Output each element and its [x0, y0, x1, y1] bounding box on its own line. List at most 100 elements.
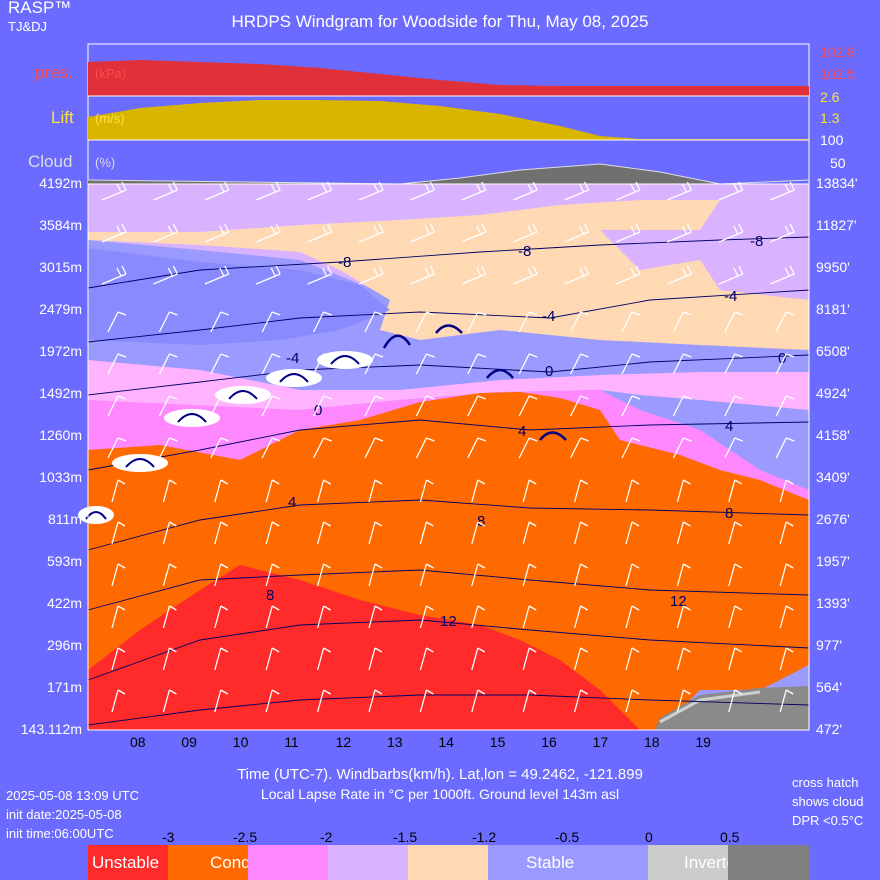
wind-barb [101, 223, 127, 243]
wind-barb [158, 353, 178, 375]
cloud-note: shows cloud [792, 794, 864, 809]
wind-barb [415, 353, 435, 375]
y-tick-label-right: 564' [816, 679, 843, 695]
wind-barb [625, 521, 640, 545]
wind-barb [667, 181, 692, 201]
wind-barb [111, 479, 126, 503]
wind-barb [467, 353, 487, 375]
wind-barb [107, 437, 127, 459]
wind-barb [573, 479, 588, 503]
wind-barb [313, 311, 332, 333]
wind-barb [368, 689, 383, 713]
wind-barb [410, 223, 435, 243]
wind-barb [779, 647, 794, 671]
wind-barb [724, 311, 744, 333]
wind-barb [316, 605, 331, 629]
wind-barb [564, 223, 590, 243]
cloud-scale-mid: 50 [830, 155, 846, 171]
wind-barb [204, 223, 230, 243]
wind-barb [471, 605, 486, 629]
wind-barb [718, 223, 744, 243]
y-tick-label-right: 3409' [816, 469, 850, 485]
wind-barb [316, 689, 331, 713]
wind-barb [101, 265, 127, 285]
wind-barb [522, 605, 537, 629]
pressure-scale-max: 102.8 [820, 44, 856, 60]
wind-barb [111, 521, 126, 545]
wind-barb [210, 353, 230, 375]
contour-label: -4 [286, 350, 299, 367]
x-axis-label: Time (UTC-7). Windbarbs(km/h). Lat,lon =… [237, 766, 643, 783]
wind-barb [779, 563, 794, 587]
legend-tick: -2 [320, 829, 333, 845]
pressure-unit: (kPa) [95, 66, 127, 81]
wind-barb [621, 311, 641, 333]
wind-barb [676, 563, 691, 587]
wind-barb [625, 689, 640, 713]
y-tick-label-left: 3584m [39, 217, 82, 233]
wind-barb [261, 353, 281, 375]
wind-barb [718, 265, 744, 285]
cross-hatch-note: cross hatch [792, 775, 859, 790]
init-time: init time:06:00UTC [6, 826, 114, 841]
lift-area [88, 100, 809, 140]
contour-label: 0 [778, 350, 786, 367]
wind-barb [410, 265, 435, 285]
wind-barb [615, 181, 641, 201]
cloud-scale-max: 100 [820, 132, 844, 148]
wind-barb [210, 395, 230, 417]
wind-barb [368, 605, 383, 629]
wind-barb [107, 311, 127, 333]
wind-barb [358, 223, 384, 243]
cloud-unit: (%) [95, 155, 116, 170]
wind-barb [316, 521, 331, 545]
y-tick-label-right: 977' [816, 637, 843, 653]
wind-barb [621, 353, 641, 375]
wind-barb [410, 181, 435, 201]
wind-barb [676, 521, 691, 545]
wind-barb [625, 647, 640, 671]
y-tick-label-right: 2676' [816, 511, 850, 527]
y-tick-label-left: 2479m [39, 301, 82, 317]
wind-barb [210, 437, 230, 459]
wind-barb [724, 353, 744, 375]
init-date: init date:2025-05-08 [6, 807, 122, 822]
contour-label: -8 [750, 233, 763, 250]
wind-barb [153, 265, 178, 285]
y-tick-label-right: 8181' [816, 301, 850, 317]
wind-barb [419, 689, 434, 713]
wind-barb [364, 353, 384, 375]
wind-barb [724, 395, 744, 417]
cloud-panel [87, 139, 810, 185]
wind-barb [672, 395, 692, 417]
legend-inverted-light: Inverted [648, 845, 745, 880]
wind-barb [101, 181, 127, 201]
wind-barb [471, 647, 486, 671]
wind-barb [471, 689, 486, 713]
contour-label: 4 [518, 423, 526, 440]
y-tick-label-left: 811m [48, 511, 82, 527]
wind-barb [570, 311, 589, 333]
wind-barb [158, 437, 178, 459]
wind-barb [214, 563, 229, 587]
wind-barb [162, 647, 177, 671]
contour-label: 8 [725, 505, 733, 522]
legend-tick: -1.5 [393, 829, 418, 845]
wind-barb [364, 311, 384, 333]
wind-barb [255, 223, 281, 243]
contour-label: 12 [670, 593, 687, 610]
wind-barb [265, 521, 280, 545]
wind-barb [728, 479, 743, 503]
contour-label: -8 [338, 254, 351, 271]
y-tick-label-left: 1972m [39, 343, 82, 359]
wind-barb [158, 311, 178, 333]
legend-tick: -0.5 [555, 829, 580, 845]
wind-barb [779, 689, 794, 713]
legend-conditional-3 [328, 845, 408, 880]
x-tick-label: 19 [695, 734, 711, 750]
y-tick-label-right: 6508' [816, 343, 850, 359]
y-tick-label-left: 3015m [39, 259, 82, 275]
wind-barb [570, 437, 589, 459]
wind-barb [107, 353, 127, 375]
